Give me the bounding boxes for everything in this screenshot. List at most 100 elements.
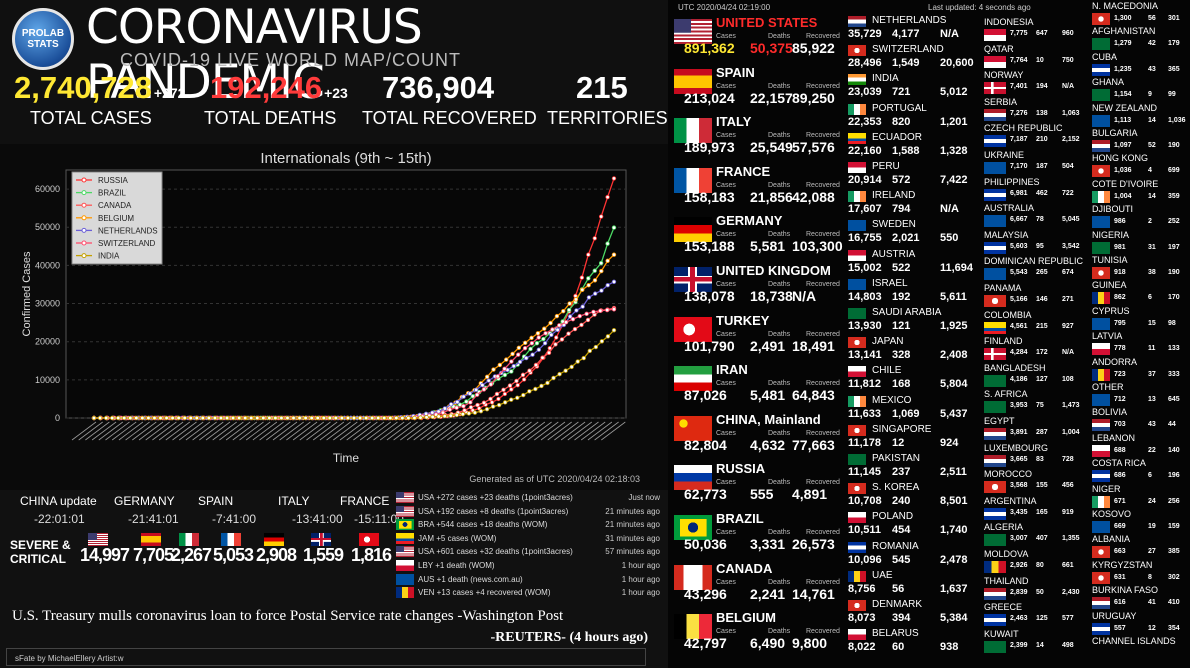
country-row-main[interactable]: CHINA, Mainland Cases Deaths Recovered 82,80… — [672, 397, 844, 453]
country-row[interactable]: BURKINA FASO 616 41 410 — [1092, 585, 1188, 611]
country-row[interactable]: PHILIPPINES 6,981 462 722 — [984, 176, 1092, 203]
country-row[interactable]: AUSTRIA 15,002 522 11,694 — [848, 248, 988, 274]
country-row[interactable]: KYRGYZSTAN 631 8 302 — [1092, 560, 1188, 586]
country-row[interactable]: GUINEA 862 6 170 — [1092, 280, 1188, 306]
country-row[interactable]: MALAYSIA 5,603 95 3,542 — [984, 229, 1092, 256]
country-row[interactable]: HONG KONG 1,036 4 699 — [1092, 153, 1188, 179]
country-row-main[interactable]: CANADA Cases Deaths Recovered 43,296 2,241 14,… — [672, 546, 844, 602]
deaths-value: 75 — [1036, 402, 1044, 410]
deaths-value: 4,632 — [750, 436, 786, 453]
cases-value: 11,178 — [848, 436, 882, 449]
country-row[interactable]: LATVIA 778 11 133 — [1092, 331, 1188, 357]
news-ticker[interactable]: U.S. Treasury mulls coronavirus loan to … — [12, 608, 564, 624]
country-row[interactable]: NEW ZEALAND 1,113 14 1,036 — [1092, 103, 1188, 129]
country-row[interactable]: DENMARK 8,073 394 5,384 — [848, 598, 988, 624]
country-row[interactable]: CHILE 11,812 168 5,804 — [848, 364, 988, 390]
country-row-main[interactable]: TURKEY Cases Deaths Recovered 101,790 2,491 18… — [672, 298, 844, 354]
country-row[interactable]: S. AFRICA 3,953 75 1,473 — [984, 388, 1092, 415]
country-row[interactable]: AFGHANISTAN 1,279 42 179 — [1092, 26, 1188, 52]
deaths-value: 454 — [892, 524, 911, 537]
country-row[interactable]: MOLDOVA 2,926 80 661 — [984, 548, 1092, 575]
news-item[interactable]: VEN +13 cases +4 recovered (WOM) 1 hour a… — [396, 587, 662, 600]
country-row[interactable]: IRELAND 17,607 794 N/A — [848, 189, 988, 215]
country-row[interactable]: TUNISIA 918 38 190 — [1092, 255, 1188, 281]
country-row[interactable]: CYPRUS 795 15 98 — [1092, 306, 1188, 332]
country-row-main[interactable]: BRAZIL Cases Deaths Recovered 50,036 3,331 26,… — [672, 496, 844, 552]
country-row[interactable]: POLAND 10,511 454 1,740 — [848, 510, 988, 537]
country-row[interactable]: N. MACEDONIA 1,300 56 301 — [1092, 1, 1188, 27]
country-row[interactable]: GHANA 1,154 9 99 — [1092, 77, 1188, 103]
country-row[interactable]: SERBIA 7,276 138 1,063 — [984, 96, 1092, 123]
country-row[interactable]: S. KOREA 10,708 240 8,501 — [848, 481, 988, 507]
country-row[interactable]: BULGARIA 1,097 52 190 — [1092, 128, 1188, 154]
country-row[interactable]: MOROCCO 3,568 155 456 — [984, 468, 1092, 495]
country-row[interactable]: ROMANIA 10,096 545 2,478 — [848, 540, 988, 566]
country-row[interactable]: CZECH REPUBLIC 7,187 210 2,152 — [984, 122, 1092, 149]
country-row[interactable]: LEBANON 688 22 140 — [1092, 433, 1188, 459]
country-row[interactable]: SWITZERLAND 28,496 1,549 20,600 — [848, 43, 988, 69]
country-row[interactable]: BANGLADESH 4,186 127 108 — [984, 362, 1092, 389]
country-row[interactable]: CHANNEL ISLANDS — [1092, 636, 1188, 662]
news-item[interactable]: USA +601 cases +32 deaths (1point3acres)… — [396, 546, 662, 559]
country-row[interactable]: KUWAIT 2,399 14 498 — [984, 628, 1092, 655]
news-item[interactable]: AUS +1 death (news.com.au) 1 hour ago — [396, 573, 662, 587]
country-row[interactable]: PANAMA 5,166 146 271 — [984, 282, 1092, 309]
country-row[interactable]: UAE 8,756 56 1,637 — [848, 569, 988, 595]
country-row[interactable]: URUGUAY 557 12 354 — [1092, 611, 1188, 637]
country-row[interactable]: ALGERIA 3,007 407 1,355 — [984, 521, 1092, 548]
news-item[interactable]: LBY +1 death (WOM) 1 hour ago — [396, 560, 662, 573]
country-row[interactable]: COSTA RICA 686 6 196 — [1092, 458, 1188, 484]
country-row[interactable]: PORTUGAL 22,353 820 1,201 — [848, 102, 988, 128]
country-row[interactable]: NIGER 671 24 256 — [1092, 484, 1188, 510]
country-row-main[interactable]: GERMANY Cases Deaths Recovered 153,188 5,581 1… — [672, 198, 844, 254]
country-row[interactable]: GREECE 2,463 125 577 — [984, 601, 1092, 628]
country-row-main[interactable]: FRANCE Cases Deaths Recovered 158,183 21,856 4… — [672, 149, 844, 205]
country-row[interactable]: THAILAND 2,839 50 2,430 — [984, 575, 1092, 602]
country-row[interactable]: EGYPT 3,891 287 1,004 — [984, 415, 1092, 442]
news-item[interactable]: USA +272 cases +23 deaths (1point3acres)… — [396, 492, 662, 505]
country-row[interactable]: INDONESIA 7,775 647 960 — [984, 16, 1092, 43]
country-row[interactable]: DJIBOUTI 986 2 252 — [1092, 204, 1188, 230]
country-row[interactable]: AUSTRALIA 6,667 78 5,045 — [984, 202, 1092, 229]
country-row[interactable]: COTE D'IVOIRE 1,004 14 359 — [1092, 179, 1188, 205]
country-row[interactable]: ARGENTINA 3,435 165 919 — [984, 495, 1092, 522]
country-row[interactable]: MEXICO 11,633 1,069 5,437 — [848, 394, 988, 420]
country-row[interactable]: QATAR 7,764 10 750 — [984, 43, 1092, 70]
country-row[interactable]: INDIA 23,039 721 5,012 — [848, 72, 988, 98]
country-row-main[interactable]: ITALY Cases Deaths Recovered 189,973 25,549 57… — [672, 99, 844, 155]
country-row[interactable]: BELARUS 8,022 60 938 — [848, 627, 988, 653]
country-row[interactable]: KOSOVO 669 19 159 — [1092, 509, 1188, 535]
country-row[interactable]: OTHER 712 13 645 — [1092, 382, 1188, 408]
country-row[interactable]: ISRAEL 14,803 192 5,611 — [848, 277, 988, 303]
country-row[interactable]: DOMINICAN REPUBLIC 5,543 265 674 — [984, 255, 1092, 282]
country-row[interactable]: ALBANIA 663 27 385 — [1092, 534, 1188, 560]
country-row[interactable]: FINLAND 4,284 172 N/A — [984, 335, 1092, 362]
country-row[interactable]: SAUDI ARABIA 13,930 121 1,925 — [848, 306, 988, 332]
country-row[interactable]: ANDORRA 723 37 333 — [1092, 357, 1188, 383]
country-row[interactable]: JAPAN 13,141 328 2,408 — [848, 335, 988, 361]
country-row[interactable]: NORWAY 7,401 194 N/A — [984, 69, 1092, 96]
country-row[interactable]: COLOMBIA 4,561 215 927 — [984, 309, 1092, 336]
country-row[interactable]: SINGAPORE 11,178 12 924 — [848, 423, 988, 449]
country-row[interactable]: BOLIVIA 703 43 44 — [1092, 407, 1188, 433]
news-item[interactable]: BRA +544 cases +18 deaths (WOM) 21 minute… — [396, 519, 662, 532]
country-row[interactable]: PERU 20,914 572 7,422 — [848, 160, 988, 186]
data-point — [279, 415, 284, 421]
country-row[interactable]: PAKISTAN 11,145 237 2,511 — [848, 452, 988, 478]
country-row[interactable]: SWEDEN 16,755 2,021 550 — [848, 218, 988, 244]
country-row[interactable]: ECUADOR 22,160 1,588 1,328 — [848, 131, 988, 157]
country-row[interactable]: NETHERLANDS 35,729 4,177 N/A — [848, 14, 988, 40]
country-row-main[interactable]: BELGIUM Cases Deaths Recovered 42,797 6,490 9,… — [672, 595, 844, 651]
country-row[interactable]: UKRAINE 7,170 187 504 — [984, 149, 1092, 176]
country-row-main[interactable]: UNITED STATES Cases Deaths Recovered 891,362… — [672, 0, 844, 56]
country-row-main[interactable]: IRAN Cases Deaths Recovered 87,026 5,481 64,84… — [672, 347, 844, 403]
country-row-main[interactable]: RUSSIA Cases Deaths Recovered 62,773 555 4,891 — [672, 446, 844, 502]
country-row[interactable]: NIGERIA 981 31 197 — [1092, 230, 1188, 256]
country-row-main[interactable]: UNITED KINGDOM Cases Deaths Recovered 138,07… — [672, 248, 844, 304]
data-point — [535, 331, 541, 336]
country-row[interactable]: CUBA 1,235 43 365 — [1092, 52, 1188, 78]
country-row-main[interactable]: SPAIN Cases Deaths Recovered 213,024 22,157 89… — [672, 50, 844, 106]
news-item[interactable]: USA +192 cases +8 deaths (1point3acres) 2… — [396, 505, 662, 519]
country-row[interactable]: LUXEMBOURG 3,665 83 728 — [984, 442, 1092, 469]
news-item[interactable]: JAM +5 cases (WOM) 31 minutes ago — [396, 532, 662, 546]
